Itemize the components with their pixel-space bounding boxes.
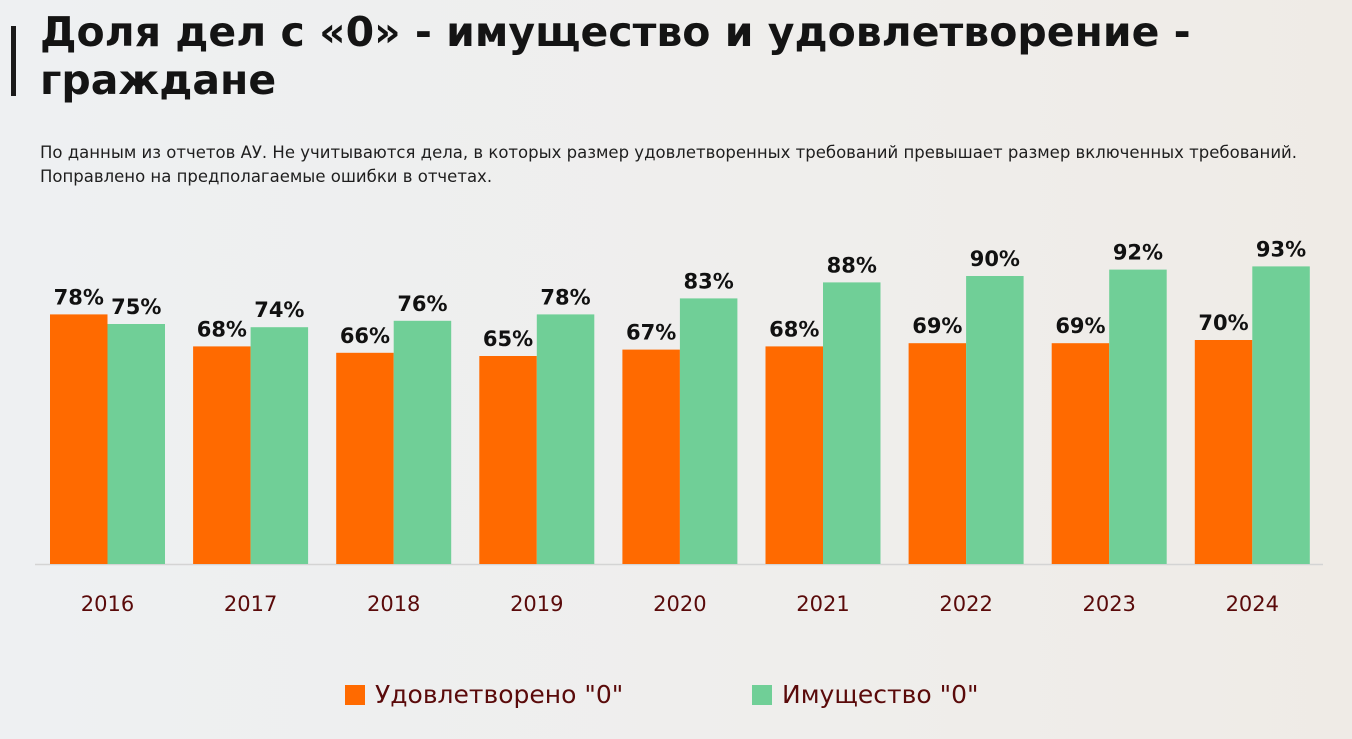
bar-satisfied-2020 <box>622 349 680 564</box>
x-tick-label: 2022 <box>939 592 992 616</box>
data-label: 65% <box>483 327 533 351</box>
bar-satisfied-2023 <box>1051 343 1110 564</box>
x-tick-label: 2017 <box>224 592 277 616</box>
data-label: 88% <box>827 253 877 277</box>
x-tick-label: 2020 <box>653 592 706 616</box>
data-label: 90% <box>970 247 1020 271</box>
bar-property-2017 <box>250 327 309 564</box>
data-label: 76% <box>397 292 447 316</box>
x-tick-label: 2023 <box>1082 592 1135 616</box>
legend-swatch-0 <box>345 685 365 705</box>
bar-property-2021 <box>823 282 881 564</box>
x-tick-label: 2018 <box>367 592 420 616</box>
legend-swatch-1 <box>752 685 772 705</box>
bar-property-2016 <box>107 324 165 564</box>
bar-satisfied-2016 <box>50 314 108 564</box>
data-label: 75% <box>111 295 161 319</box>
x-tick-label: 2021 <box>796 592 849 616</box>
data-label: 68% <box>769 317 819 341</box>
data-label: 78% <box>540 285 590 309</box>
data-label: 69% <box>912 314 962 338</box>
bar-satisfied-2018 <box>336 352 394 564</box>
title-accent-bar <box>11 26 16 96</box>
data-label: 83% <box>684 269 734 293</box>
data-label: 74% <box>254 298 304 322</box>
subtitle: По данным из отчетов АУ. Не учитываются … <box>40 143 1298 186</box>
bar-satisfied-2024 <box>1194 340 1253 564</box>
bar-property-2023 <box>1109 269 1167 564</box>
bar-property-2018 <box>393 320 452 564</box>
x-tick-label: 2016 <box>81 592 134 616</box>
data-label: 70% <box>1198 311 1248 335</box>
legend-label: Удовлетворено "0" <box>375 680 623 709</box>
bar-property-2019 <box>536 314 595 564</box>
x-tick-label: 2019 <box>510 592 563 616</box>
data-label: 69% <box>1055 314 1105 338</box>
legend-label: Имущество "0" <box>782 680 978 709</box>
bar-satisfied-2019 <box>479 356 537 564</box>
data-label: 68% <box>197 317 247 341</box>
data-label: 78% <box>54 285 104 309</box>
x-tick-label: 2024 <box>1226 592 1279 616</box>
bar-satisfied-2022 <box>908 343 967 564</box>
bar-property-2022 <box>966 276 1024 564</box>
data-label: 93% <box>1256 237 1306 261</box>
data-label: 66% <box>340 324 390 348</box>
page-title: Доля дел с «0» - имущество и удовлетворе… <box>40 8 1191 104</box>
bar-satisfied-2017 <box>193 346 251 564</box>
bar-property-2024 <box>1252 266 1310 564</box>
bar-satisfied-2021 <box>765 346 823 564</box>
data-label: 92% <box>1113 241 1163 265</box>
data-label: 67% <box>626 321 676 345</box>
bar-property-2020 <box>679 298 738 564</box>
